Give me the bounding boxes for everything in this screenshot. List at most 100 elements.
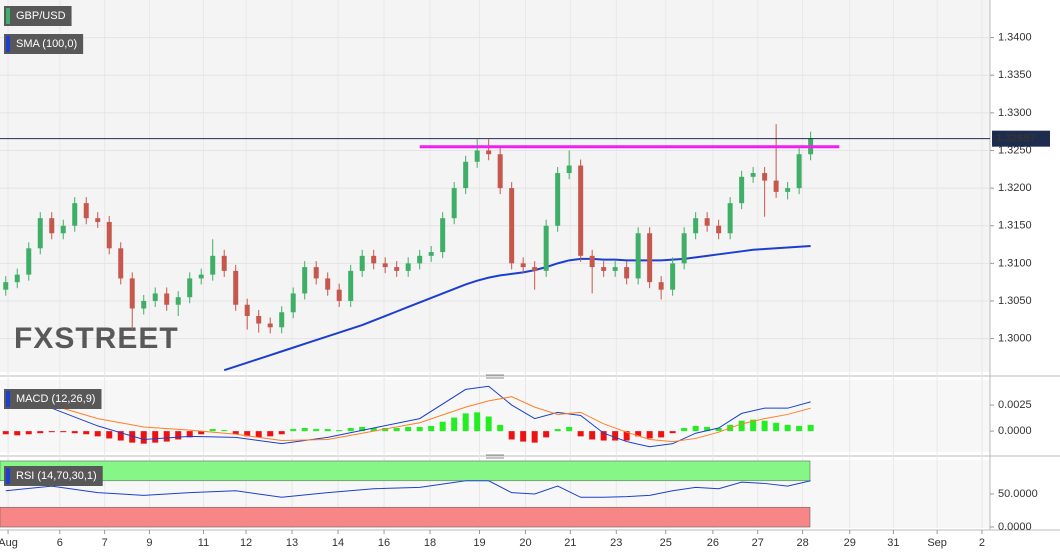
- candle-body: [543, 225, 549, 271]
- macd-histogram-bar: [336, 430, 343, 432]
- candle-body: [704, 218, 710, 226]
- legend-box: [4, 6, 72, 26]
- candle-body: [175, 297, 181, 305]
- macd-histogram-bar: [738, 420, 745, 432]
- legend-swatch: [6, 391, 10, 407]
- candle-body: [497, 154, 503, 189]
- macd-histogram-bar: [186, 431, 193, 438]
- x-tick-label: 25: [660, 537, 672, 549]
- legend-swatch: [6, 8, 10, 24]
- candle-body: [83, 203, 89, 219]
- macd-histogram-bar: [255, 431, 262, 438]
- watermark: FXSTREET: [14, 322, 179, 355]
- x-tick-label: 11: [198, 537, 209, 549]
- macd-histogram-bar: [37, 431, 44, 434]
- candle-body: [555, 173, 561, 226]
- rsi-line: [5, 480, 811, 498]
- candle-body: [233, 270, 239, 305]
- macd-histogram-bar: [681, 428, 688, 432]
- x-tick-label: 16: [378, 537, 390, 549]
- candle-body: [371, 255, 377, 264]
- macd-histogram-bar: [117, 431, 124, 441]
- macd-histogram-bar: [658, 431, 665, 438]
- x-tick-label: 27: [752, 537, 764, 549]
- macd-histogram-bar: [221, 430, 228, 432]
- sma-line: [223, 245, 811, 372]
- macd-histogram-bar: [715, 428, 722, 432]
- candle-body: [773, 180, 779, 192]
- macd-histogram-bar: [370, 428, 377, 432]
- legend-swatch: [6, 468, 10, 484]
- macd-histogram-bar: [140, 431, 147, 444]
- candle-body: [762, 173, 768, 181]
- x-tick-label: 7: [102, 537, 108, 549]
- macd-histogram-bar: [600, 431, 607, 441]
- y-tick-label: 1.3000: [998, 332, 1032, 344]
- macd-histogram-bar: [589, 431, 596, 440]
- candle-body: [244, 304, 250, 317]
- main-panel: [0, 0, 990, 372]
- macd-line: [5, 385, 811, 448]
- candle-body: [279, 312, 285, 328]
- candle-body: [129, 278, 135, 309]
- macd-histogram-bar: [71, 431, 78, 434]
- panel-handle: [486, 374, 504, 459]
- macd-histogram-bar: [324, 429, 331, 432]
- candle-body: [405, 263, 411, 271]
- y-tick-label: 1.3150: [998, 220, 1032, 232]
- macd-histogram-bar: [14, 431, 21, 436]
- macd-histogram-bar: [198, 431, 205, 435]
- macd-histogram-bar: [209, 429, 216, 432]
- candle-body: [382, 263, 388, 268]
- x-tick-label: 26: [707, 537, 719, 549]
- candle-body: [739, 176, 745, 204]
- macd-histogram-bar: [462, 413, 469, 432]
- rsi-band: [0, 460, 811, 482]
- macd-histogram-bar: [554, 429, 561, 432]
- candle-body: [750, 173, 756, 177]
- candle-body: [670, 263, 676, 290]
- candle-body: [210, 255, 216, 275]
- candle-body: [198, 274, 204, 279]
- y-tick-label: 0.0000: [998, 521, 1032, 533]
- macd-histogram-bar: [129, 431, 136, 443]
- macd-histogram-bar: [313, 429, 320, 432]
- macd-histogram-bar: [750, 419, 757, 432]
- candle-body: [26, 248, 32, 275]
- candle-body: [635, 233, 641, 279]
- x-tick-label: 14: [332, 537, 344, 549]
- candle-body: [693, 218, 699, 234]
- y-tick-label: 1.3400: [998, 32, 1032, 44]
- candle-body: [302, 267, 308, 294]
- macd-histogram-bar: [347, 428, 354, 432]
- macd-line: [5, 396, 811, 443]
- candle-body: [394, 267, 400, 271]
- x-tick-label: 28: [796, 537, 808, 549]
- candle-body: [141, 300, 147, 309]
- x-tick-label: 12: [240, 537, 252, 549]
- candle-body: [359, 255, 365, 271]
- macd-histogram-bar: [520, 431, 527, 442]
- x-tick-label: 2: [979, 537, 985, 549]
- macd-histogram-bar: [497, 424, 504, 432]
- macd-histogram-bar: [267, 431, 274, 437]
- macd-histogram-bar: [83, 431, 90, 435]
- legend-box: [4, 466, 103, 486]
- candle-body: [716, 225, 722, 234]
- y-tick-label: 1.3350: [998, 69, 1032, 81]
- y-tick-label: 50.0000: [998, 488, 1038, 500]
- legend-swatch: [6, 36, 10, 52]
- candle-body: [37, 218, 43, 249]
- candle-body: [451, 188, 457, 219]
- macd-histogram-bar: [612, 431, 619, 441]
- macd-histogram-bar: [485, 416, 492, 432]
- y-tick-label: 1.3200: [998, 182, 1032, 194]
- macd-histogram-bar: [416, 426, 423, 432]
- candle-body: [325, 278, 331, 290]
- x-tick-label: 21: [564, 537, 576, 549]
- macd-histogram-bar: [474, 412, 481, 432]
- macd-histogram-bar: [393, 428, 400, 432]
- candle-body: [348, 270, 354, 301]
- candle-body: [72, 203, 78, 226]
- macd-histogram-bar: [244, 431, 251, 437]
